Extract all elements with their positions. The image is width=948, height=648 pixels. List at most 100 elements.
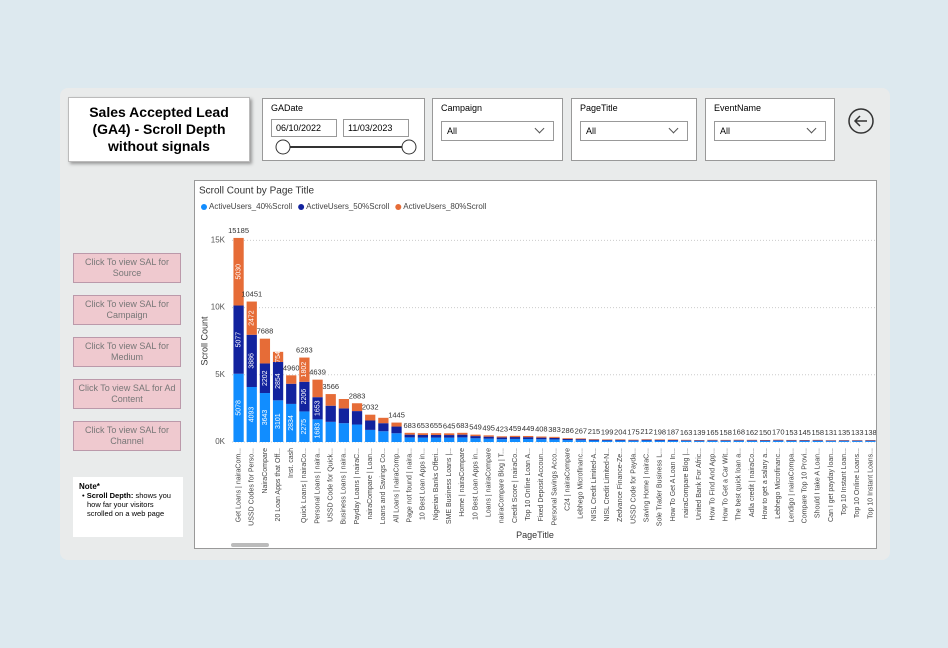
eventname-slicer[interactable]: EventName All: [705, 98, 835, 161]
bar-segment: [509, 435, 521, 438]
x-tick-label: Page not found | naira...: [407, 448, 414, 523]
dropdown[interactable]: All: [580, 121, 688, 141]
segment-label: 754: [275, 351, 282, 363]
nav-button[interactable]: Click To view SAL for Channel: [73, 421, 181, 451]
back-button[interactable]: [846, 106, 876, 136]
nav-button[interactable]: Click To view SAL for Ad Content: [73, 379, 181, 409]
x-tick-label: Get Loans | nairaCom...: [235, 448, 242, 522]
total-label: 383: [548, 425, 561, 434]
bar-segment: [562, 440, 573, 442]
segment-label: 3101: [275, 413, 282, 429]
total-label: 4639: [309, 368, 326, 377]
date-to[interactable]: 11/03/2023: [343, 119, 409, 137]
segment-label: 1802: [301, 362, 308, 378]
date-range[interactable]: [271, 137, 418, 157]
slicer-label: GADate: [271, 103, 304, 113]
total-label: 6283: [296, 346, 313, 355]
bar-segment: [746, 440, 758, 442]
bar-segment: [259, 393, 271, 442]
bar-segment: [509, 438, 521, 442]
bar-segment: [509, 437, 521, 439]
bar-segment: [351, 403, 363, 412]
total-label: 4960: [283, 363, 300, 372]
segment-label: 4093: [249, 407, 256, 423]
total-label: 2032: [362, 403, 379, 412]
bar-segment: [404, 437, 415, 442]
bar-segment: [628, 440, 639, 442]
bar-segment: [378, 423, 389, 432]
total-label: 653: [417, 421, 430, 430]
bar-segment: [536, 437, 547, 440]
dropdown[interactable]: All: [441, 121, 554, 141]
bar-segment: [365, 420, 376, 430]
bar-segment: [523, 438, 534, 442]
segment-label: 2472: [249, 310, 256, 326]
bar-segment: [523, 435, 534, 438]
bar-segment: [483, 435, 494, 437]
dropdown[interactable]: All: [714, 121, 826, 141]
note-title: Note*: [79, 482, 100, 491]
x-tick-label: USSD Code for Quick...: [328, 448, 335, 522]
x-tick-label: nairaCompare | Loan...: [367, 448, 374, 520]
legend-marker: [201, 204, 207, 210]
total-label: 549: [469, 423, 482, 432]
total-label: 165: [706, 428, 719, 437]
bar-segment: [351, 424, 363, 442]
chart: Scroll Count by Page Title PageTitle Scr…: [199, 186, 877, 547]
bar-segment: [444, 433, 455, 436]
x-tick-label: How to get a salary a...: [762, 448, 769, 520]
chart-title: Scroll Count by Page Title: [199, 186, 314, 197]
x-tick-label: NISL Credit Limited-N...: [604, 448, 611, 522]
bar-segment: [602, 439, 613, 440]
x-tick-label: United Bank For Afric...: [696, 448, 703, 520]
bar-segment: [641, 440, 652, 442]
bar-segment: [378, 417, 389, 424]
total-label: 459: [509, 424, 522, 433]
bar-segment: [575, 439, 586, 441]
segment-label: 2206: [301, 389, 308, 405]
segment-label: 3643: [262, 410, 269, 426]
bar-segment: [733, 440, 744, 441]
x-tick-label: SME Business Loans |...: [446, 448, 453, 524]
bar-segment: [812, 440, 823, 442]
nav-button[interactable]: Click To view SAL for Source: [73, 253, 181, 283]
bar-segment: [470, 436, 481, 439]
total-label: 645: [443, 421, 456, 430]
bar-segment: [615, 439, 626, 441]
y-tick-label: 0K: [215, 437, 225, 446]
y-axis-title: Scroll Count: [199, 316, 209, 366]
pagetitle-slicer[interactable]: PageTitle All: [571, 98, 697, 161]
total-label: 3566: [322, 382, 339, 391]
x-tick-label: All Loans | nairaComp...: [393, 448, 400, 523]
bar-segment: [549, 439, 560, 442]
bar-segment: [417, 434, 429, 438]
bar-segment: [338, 408, 350, 424]
bar-segment: [457, 432, 468, 435]
x-tick-label: Fixed Deposit Accoun...: [538, 448, 545, 522]
nav-button[interactable]: Click To view SAL for Medium: [73, 337, 181, 367]
bar-segment: [272, 400, 284, 442]
bar-segment: [457, 434, 468, 438]
bar-segment: [628, 440, 639, 441]
x-tick-label: Top 10 Online Loan A...: [525, 448, 532, 521]
date-slicer[interactable]: GADate 06/10/2022 11/03/2023: [262, 98, 425, 161]
segment-label: 5077: [235, 332, 242, 348]
scrollbar[interactable]: [231, 543, 269, 547]
bar-segment: [430, 437, 442, 442]
x-tick-label: 10 Best Loan Apps in...: [420, 448, 427, 520]
total-label: 215: [588, 427, 601, 436]
bar-segment: [773, 440, 784, 442]
x-tick-label: How To Get A Loan In...: [670, 448, 677, 521]
bar-segment: [694, 441, 705, 442]
bar-segment: [417, 433, 429, 435]
campaign-slicer[interactable]: Campaign All: [432, 98, 563, 161]
segment-label: 2834: [288, 415, 295, 431]
bar-segment: [312, 397, 323, 420]
date-from[interactable]: 06/10/2022: [271, 119, 337, 137]
slicer-label: PageTitle: [580, 103, 618, 113]
nav-button[interactable]: Click To view SAL for Campaign: [73, 295, 181, 325]
bar-segment: [312, 419, 323, 442]
bar-segment: [233, 237, 244, 306]
total-label: 423: [496, 424, 509, 433]
x-tick-label: Home | nairaCompare: [459, 448, 466, 517]
